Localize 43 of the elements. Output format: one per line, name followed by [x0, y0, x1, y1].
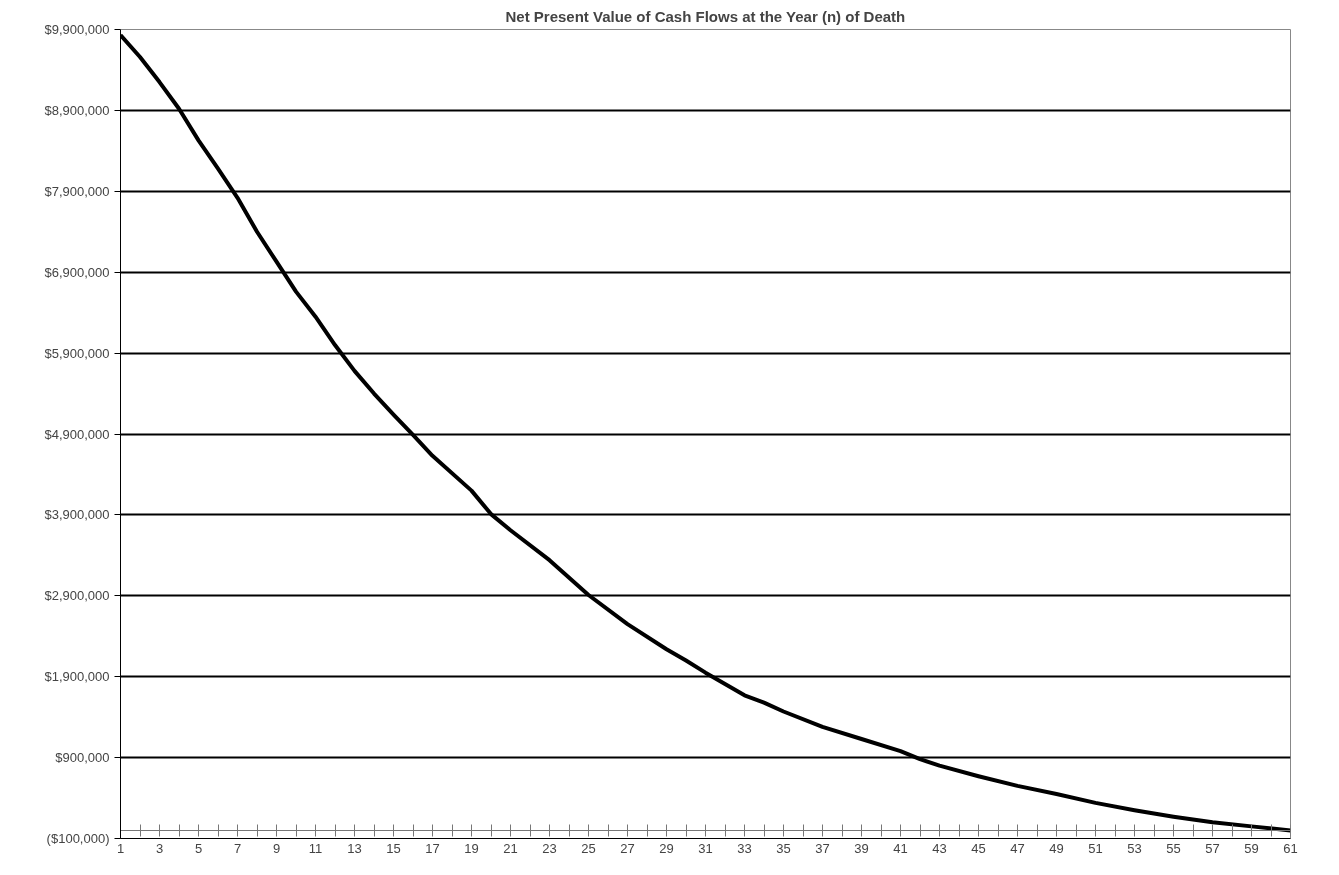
x-tick-label: 21 [503, 840, 518, 856]
x-tick-label: 47 [1010, 840, 1025, 856]
x-tick-label: 51 [1088, 840, 1103, 856]
x-tick-label: 49 [1049, 840, 1064, 856]
y-tick-label: $7,900,000 [44, 183, 110, 199]
x-tick-label: 15 [386, 840, 401, 856]
x-tick-label: 13 [347, 840, 362, 856]
x-tick-label: 59 [1244, 840, 1259, 856]
x-tick-label: 29 [659, 840, 674, 856]
x-tick-label: 53 [1127, 840, 1142, 856]
x-tick-label: 57 [1205, 840, 1220, 856]
x-tick-label: 45 [971, 840, 986, 856]
y-tick-label: $4,900,000 [44, 426, 110, 442]
chart-title: Net Present Value of Cash Flows at the Year (n) of Death [505, 7, 906, 25]
y-tick-label: $6,900,000 [44, 264, 110, 280]
y-tick-label: $2,900,000 [44, 588, 110, 604]
x-tick-label: 17 [425, 840, 440, 856]
y-tick-label: $5,900,000 [44, 345, 110, 361]
x-tick-label: 43 [932, 840, 947, 856]
x-tick-label: 9 [272, 840, 281, 856]
y-tick-label: $8,900,000 [44, 102, 110, 118]
x-tick-label: 35 [776, 840, 791, 856]
x-tick-label: 1 [116, 840, 125, 856]
y-tick-label: $9,900,000 [44, 22, 110, 37]
x-tick-label: 19 [464, 840, 479, 856]
x-tick-label: 33 [737, 840, 752, 856]
x-tick-label: 39 [854, 840, 869, 856]
x-tick-label: 61 [1283, 840, 1298, 856]
x-tick-label: 41 [893, 840, 908, 856]
x-tick-label: 37 [815, 840, 830, 856]
y-tick-label: $3,900,000 [44, 507, 110, 523]
x-tick-label: 27 [620, 840, 635, 856]
x-tick-label: 25 [581, 840, 596, 856]
x-tick-label: 55 [1166, 840, 1181, 856]
x-tick-label: 11 [308, 840, 323, 856]
x-tick-label: 3 [155, 840, 164, 856]
x-tick-label: 23 [542, 840, 557, 856]
y-tick-label: ($100,000) [46, 831, 110, 846]
x-tick-label: 7 [233, 840, 242, 856]
x-tick-label: 31 [698, 840, 713, 856]
y-tick-label: $900,000 [55, 750, 110, 766]
y-tick-label: $1,900,000 [44, 669, 110, 685]
x-tick-label: 5 [194, 840, 203, 856]
